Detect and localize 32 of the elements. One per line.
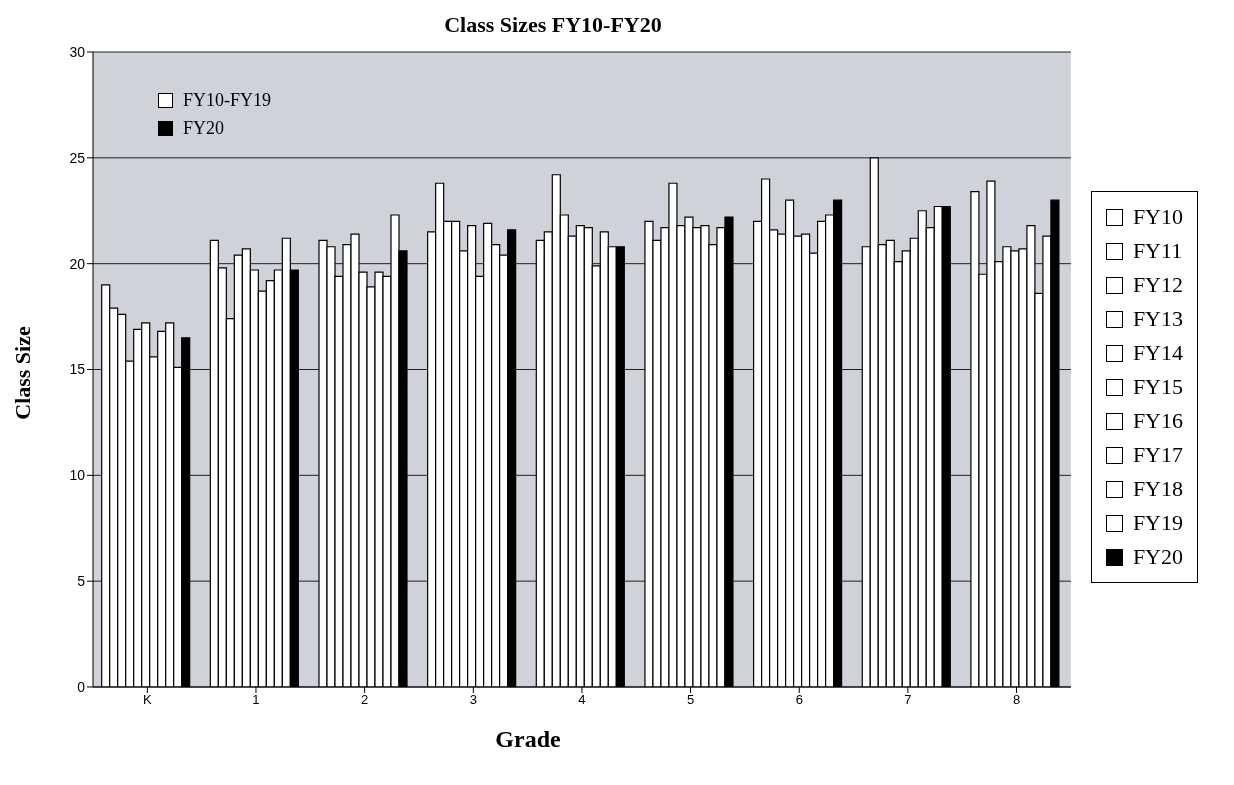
y-tick-label: 30 <box>69 43 86 60</box>
legend-label: FY13 <box>1132 305 1183 333</box>
x-axis-title: Grade <box>494 726 562 753</box>
legend-label: FY10 <box>1132 203 1183 231</box>
y-tick-label: 20 <box>69 255 86 272</box>
x-tick-label: 8 <box>1012 692 1021 708</box>
legend-label: FY18 <box>1132 475 1183 503</box>
y-tick-label: 15 <box>69 361 86 378</box>
legend-label: FY20 <box>1132 543 1183 571</box>
annotation: FY10-FY19 <box>183 89 272 112</box>
annotation: FY20 <box>183 117 225 140</box>
legend-label: FY16 <box>1132 407 1183 435</box>
legend-label: FY14 <box>1132 339 1183 367</box>
legend-label: FY19 <box>1132 509 1183 537</box>
legend-label: FY11 <box>1132 237 1183 265</box>
y-tick-label: 10 <box>69 467 86 484</box>
y-tick-label: 0 <box>77 678 86 695</box>
x-tick-label: K <box>142 692 152 708</box>
y-tick-label: 25 <box>69 149 86 166</box>
x-tick-label: 4 <box>578 692 586 708</box>
x-tick-label: 3 <box>469 692 477 708</box>
x-tick-label: 6 <box>795 692 803 708</box>
legend-label: FY12 <box>1132 271 1183 299</box>
y-tick-label: 5 <box>77 573 86 590</box>
x-tick-label: 1 <box>252 692 260 708</box>
x-tick-label: 5 <box>686 692 695 708</box>
legend-label: FY15 <box>1132 373 1183 401</box>
x-tick-label: 7 <box>904 692 912 708</box>
y-axis-title: Class Size <box>10 326 36 420</box>
chart-title: Class Sizes FY10-FY20 <box>443 11 663 39</box>
legend-label: FY17 <box>1132 441 1183 469</box>
x-tick-label: 2 <box>361 692 369 708</box>
